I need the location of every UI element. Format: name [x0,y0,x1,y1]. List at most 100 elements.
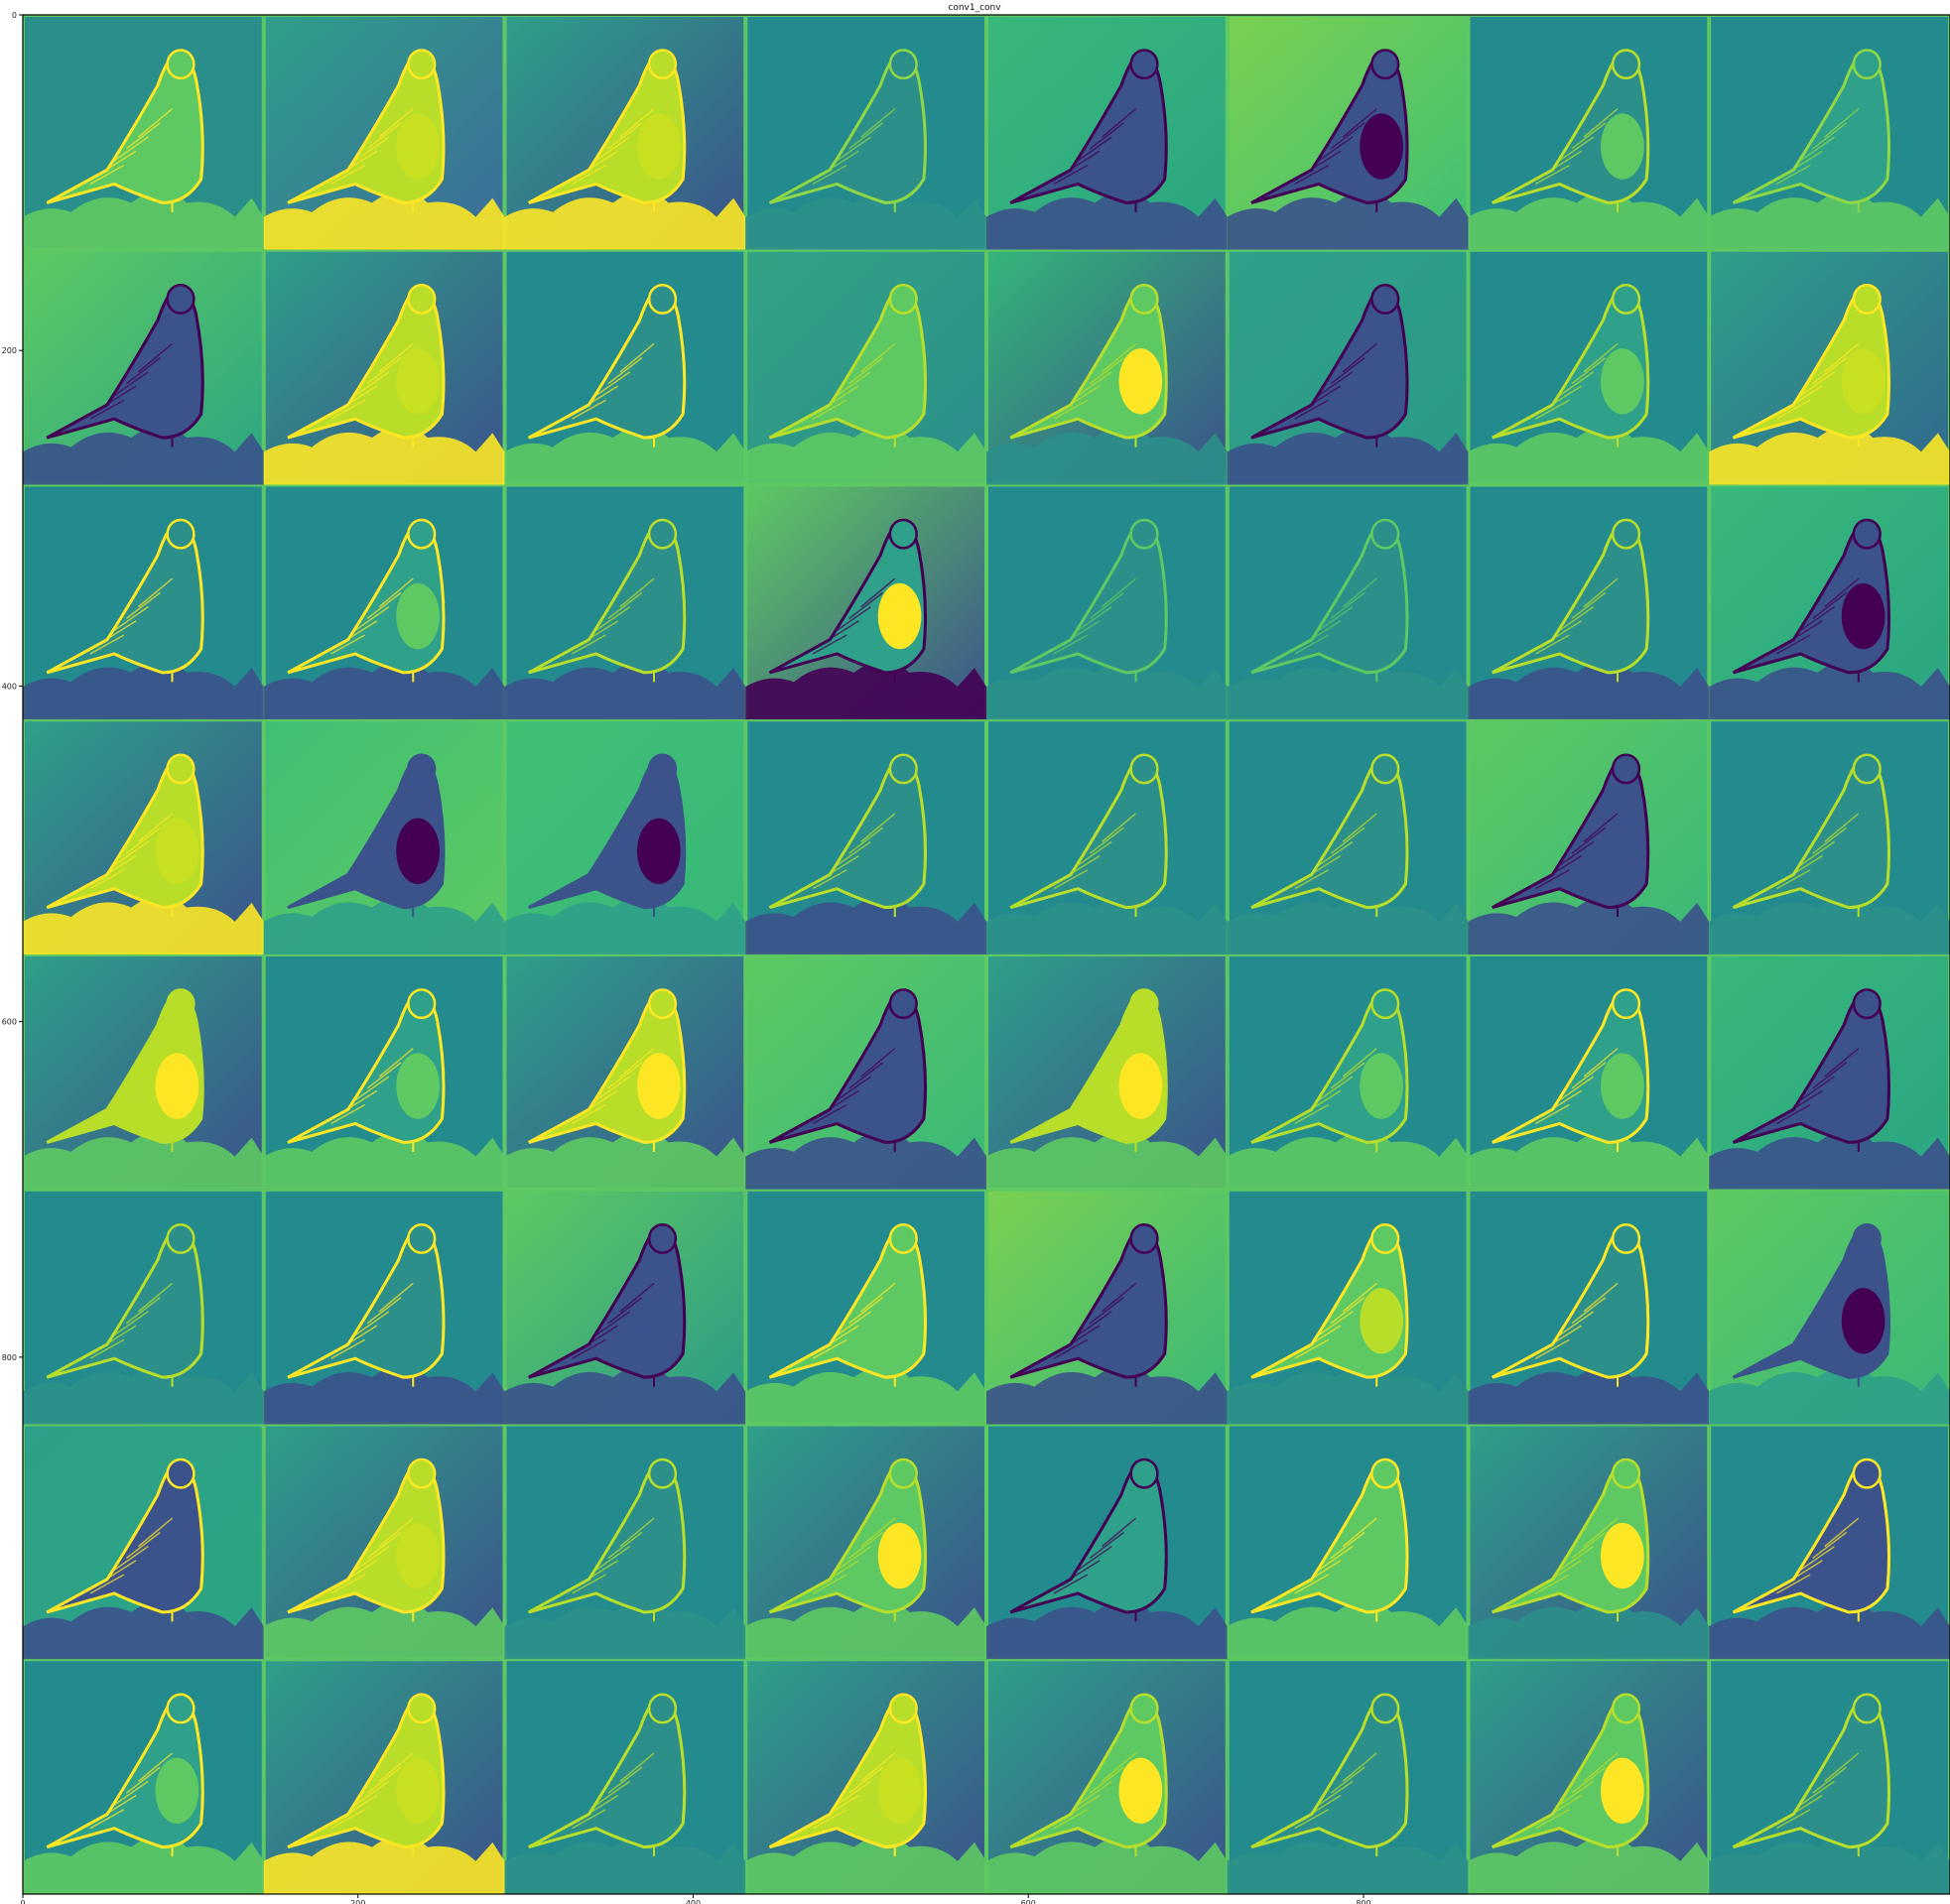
wing-texture [1306,1325,1342,1348]
y-axis: 0 200 400 600 800 [2,11,23,1362]
wing-texture [1077,605,1112,631]
wing-texture [1089,1062,1124,1089]
feature-map-panel [23,15,264,250]
wing-texture [1089,826,1124,854]
feature-map-panel [1227,1424,1469,1660]
wing-texture [1053,634,1089,655]
bird-belly [155,1757,199,1824]
wing-texture [113,1076,149,1101]
wing-texture [607,1062,643,1089]
wing-texture [342,150,378,174]
wing-texture [1559,605,1595,631]
bird-belly [1841,1757,1885,1824]
bird-belly [1118,113,1163,180]
rock-ground [745,426,986,485]
rock-ground [1709,1600,1950,1660]
rock-ground [986,661,1228,720]
feature-map-panel [1709,249,1950,485]
wing-texture [378,1048,414,1078]
bird-belly [1118,1757,1163,1824]
wing-texture [1065,150,1101,174]
wing-texture [1077,1545,1112,1571]
bird-head [1370,518,1400,550]
wing-texture [378,1752,414,1782]
wing-texture [101,620,137,643]
bird-belly [1360,1288,1403,1354]
wing-texture [1559,1076,1595,1101]
wing-texture [619,1517,655,1548]
wing-texture [89,1809,125,1830]
wing-texture [1535,1103,1570,1125]
wing-texture [1559,1311,1595,1336]
wing-texture [1571,591,1607,620]
bird-head [1852,988,1882,1020]
wing-texture [125,1297,161,1325]
wing-texture [1559,840,1595,866]
bird-belly [396,1757,440,1824]
wing-texture [1775,634,1811,655]
y-tick-label: 200 [2,346,17,355]
wing-texture [1583,1752,1619,1782]
wing-texture [1571,357,1607,385]
wing-texture [125,357,161,385]
bird-belly [877,348,922,415]
wing-texture [1294,164,1330,186]
wing-texture [1077,1780,1112,1806]
bird-head [1611,988,1641,1020]
bird-head [1611,1458,1641,1489]
wing-texture [1053,399,1089,420]
wing-texture [342,1325,378,1348]
bird-belly [877,582,922,650]
wing-texture [619,1752,655,1782]
wing-texture [848,1062,884,1089]
wing-texture [1571,1062,1607,1089]
feature-map-panel [1709,954,1950,1190]
feature-map-panel [986,1189,1228,1425]
wing-texture [1775,1103,1811,1125]
wing-texture [101,1325,137,1348]
rock-ground [504,1130,746,1190]
feature-map-panel [1709,1424,1950,1660]
wing-texture [113,840,149,866]
wing-texture [138,577,173,608]
bird-head [1852,753,1882,785]
bird-belly [1601,1053,1644,1119]
bird-head [407,1222,437,1254]
wing-texture [138,1048,173,1078]
feature-map-panel [23,954,264,1190]
y-tick-label: 0 [12,11,17,20]
bird-belly [396,1522,440,1589]
bird-belly [637,1757,681,1824]
wing-texture [812,1338,847,1359]
wing-texture [824,150,859,174]
bird-belly [637,348,681,415]
x-tick-label: 800 [1356,1899,1370,1904]
wing-texture [1294,869,1330,890]
bird-head [1611,518,1641,550]
x-tick-label: 400 [686,1899,701,1904]
wing-texture [584,1794,618,1818]
bird-head [1852,518,1882,550]
wing-texture [1089,1531,1124,1560]
wing-texture [1535,1809,1570,1830]
wing-texture [366,826,402,854]
feature-map-panel [986,1659,1228,1894]
wing-texture [1775,1574,1811,1594]
bird-head [407,753,437,785]
bird-head [407,283,437,315]
wing-texture [619,577,655,608]
rock-ground [504,1600,746,1660]
wing-texture [1775,164,1811,186]
bird-head [888,283,918,315]
bird-head [1129,1458,1159,1489]
wing-texture [848,122,884,150]
wing-texture [138,1282,173,1313]
feature-map-panel [263,1424,505,1660]
bird-head [166,1458,195,1489]
bird-head [1852,49,1882,80]
wing-texture [366,1766,402,1794]
wing-texture [378,1282,414,1313]
wing-texture [1787,1794,1823,1818]
wing-texture [1330,357,1365,385]
feature-map-panel [263,954,505,1190]
